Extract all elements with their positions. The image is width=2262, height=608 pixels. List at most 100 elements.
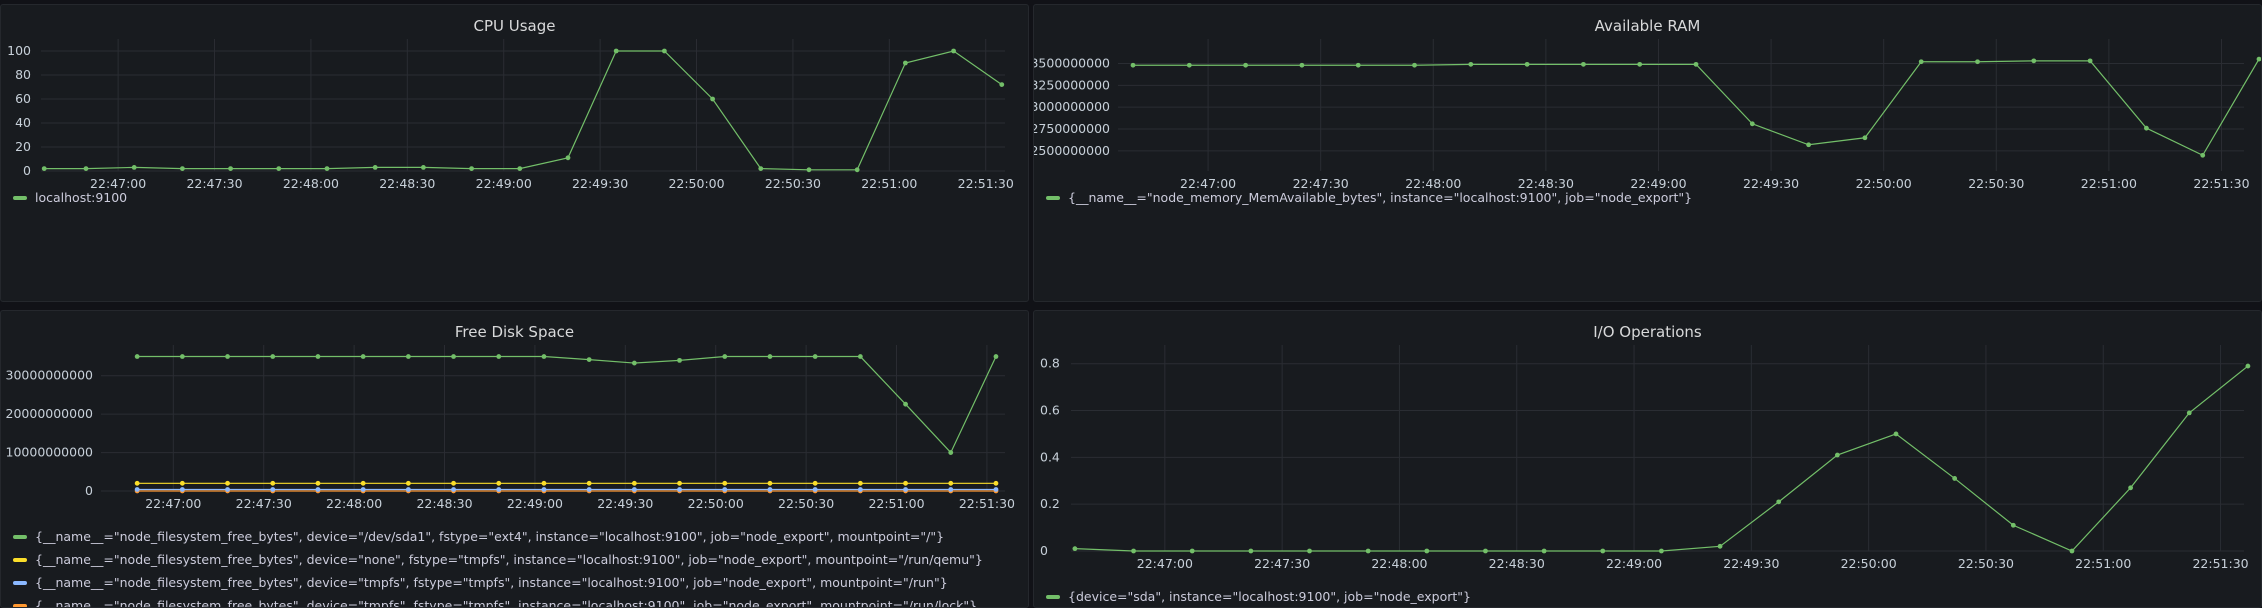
data-point [131, 165, 137, 170]
legend-label: {device="sda", instance="localhost:9100"… [1068, 589, 1471, 604]
data-point [677, 480, 682, 486]
x-tick-label: 22:50:30 [765, 176, 821, 191]
legend-label: {__name__="node_filesystem_free_bytes", … [35, 552, 983, 567]
y-tick-label: 3000000000 [1033, 99, 1110, 114]
data-point [1600, 548, 1606, 554]
data-point [1776, 499, 1782, 505]
legend-label: localhost:9100 [35, 190, 128, 205]
x-tick-label: 22:49:30 [597, 496, 653, 511]
x-tick-label: 22:49:30 [1723, 556, 1779, 571]
x-tick-label: 22:49:00 [476, 176, 532, 191]
y-tick-label: 0.2 [1040, 496, 1060, 511]
panel-io-operations[interactable]: I/O Operations 0 0.2 0.4 0.6 0.8 22:47:00 22:4… [1033, 310, 2262, 608]
panel-available-ram[interactable]: Available RAM 2500000000 2750000000 300000… [1033, 4, 2262, 302]
panel-title[interactable]: I/O Operations [1593, 323, 1702, 341]
y-tick-label: 3500000000 [1033, 55, 1110, 70]
data-point [1307, 548, 1312, 554]
data-point [999, 82, 1005, 87]
data-point [179, 166, 185, 172]
x-tick-label: 22:47:30 [236, 496, 292, 511]
data-point [496, 480, 502, 486]
data-point [1918, 59, 1924, 65]
x-tick-label: 22:51:00 [2075, 556, 2131, 571]
legend: {device="sda", instance="localhost:9100"… [1046, 585, 2255, 607]
data-point [451, 354, 456, 359]
data-point [324, 166, 330, 172]
legend-item[interactable]: {__name__="node_filesystem_free_bytes", … [13, 525, 1022, 548]
data-point [631, 360, 637, 366]
x-tick-label: 22:49:00 [507, 496, 563, 511]
panel-free-disk-space[interactable]: Free Disk Space 0 10000000000 20000000000 3… [0, 310, 1029, 608]
x-tick-label: 22:51:00 [861, 176, 917, 191]
data-point [228, 166, 233, 172]
panel-title[interactable]: Available RAM [1594, 17, 1701, 35]
data-point [83, 166, 89, 172]
data-point [360, 480, 366, 486]
data-point [451, 480, 456, 486]
data-point [854, 167, 860, 173]
x-tick-label: 22:51:30 [2192, 556, 2248, 571]
data-point [806, 167, 812, 173]
data-point [613, 48, 619, 54]
x-tick-label: 22:50:30 [778, 496, 834, 511]
x-tick-label: 22:47:00 [1180, 176, 1236, 191]
y-tick-label: 0 [23, 163, 31, 178]
data-point [903, 401, 908, 407]
legend-item[interactable]: {device="sda", instance="localhost:9100"… [1046, 585, 2255, 607]
data-point [1131, 548, 1136, 554]
x-tick-label: 22:47:30 [1254, 556, 1310, 571]
data-point [496, 354, 502, 359]
data-point [405, 487, 411, 492]
legend-item[interactable]: {__name__="node_filesystem_free_bytes", … [13, 548, 1022, 571]
x-tick-label: 22:49:30 [572, 176, 628, 191]
data-point [857, 487, 863, 492]
data-point [1524, 61, 1530, 67]
legend: {__name__="node_memory_MemAvailable_byte… [1046, 186, 2255, 209]
data-point [2010, 522, 2016, 528]
chart-io: 0 0.2 0.4 0.6 0.8 22:47:00 22:47:30 22:48:00 22:… [1040, 345, 2251, 571]
x-tick-label: 22:48:30 [379, 176, 435, 191]
data-point [496, 487, 502, 492]
data-point [1355, 62, 1361, 68]
data-point [1693, 61, 1699, 67]
data-point [710, 96, 715, 102]
series-line [1074, 365, 2249, 552]
legend: {__name__="node_filesystem_free_bytes", … [13, 525, 1022, 607]
data-point [179, 487, 185, 492]
data-point [948, 450, 954, 455]
legend-item[interactable]: localhost:9100 [13, 186, 1022, 209]
panel-title[interactable]: CPU Usage [473, 17, 556, 35]
data-point [1299, 62, 1305, 68]
panel-cpu-usage[interactable]: CPU Usage 0 20 40 60 80 100 22:47:00 22:47:30 22… [0, 4, 1029, 302]
legend-item[interactable]: {__name__="node_memory_MemAvailable_byte… [1046, 186, 2255, 209]
data-point [661, 48, 667, 54]
data-point [1248, 548, 1254, 554]
data-point [586, 357, 592, 362]
data-point [2256, 56, 2261, 62]
data-point [1130, 62, 1136, 68]
data-point [948, 487, 954, 492]
data-point [1862, 135, 1868, 141]
legend-swatch [13, 195, 27, 200]
data-point [1424, 548, 1430, 554]
x-tick-label: 22:48:30 [1518, 176, 1574, 191]
data-point [517, 166, 523, 172]
data-point [405, 354, 411, 359]
data-point [1637, 61, 1643, 67]
data-point [1483, 548, 1488, 554]
x-tick-label: 22:48:30 [416, 496, 472, 511]
data-point [1541, 548, 1547, 554]
legend-item[interactable]: {__name__="node_filesystem_free_bytes", … [13, 571, 1022, 594]
data-point [812, 354, 818, 359]
legend-label: {__name__="node_memory_MemAvailable_byte… [1068, 190, 1693, 205]
x-tick-label: 22:51:00 [2081, 176, 2137, 191]
data-point [857, 480, 863, 486]
legend-item[interactable]: {__name__="node_filesystem_free_bytes", … [13, 594, 1022, 607]
data-point [1468, 61, 1474, 67]
data-point [1581, 61, 1586, 67]
x-tick-label: 22:51:30 [958, 176, 1014, 191]
panel-title[interactable]: Free Disk Space [454, 323, 575, 341]
legend-swatch [13, 557, 27, 562]
legend-swatch [1046, 195, 1060, 200]
data-point [541, 354, 547, 359]
